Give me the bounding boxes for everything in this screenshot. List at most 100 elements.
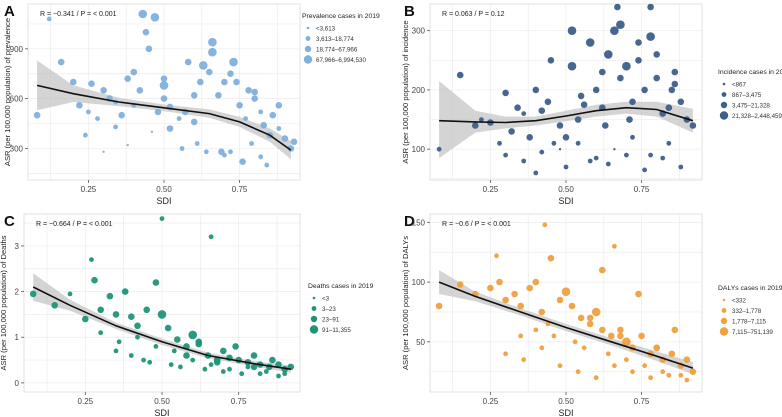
y-tick-label: 50 xyxy=(416,338,425,347)
data-point xyxy=(502,296,509,304)
data-point xyxy=(228,149,233,155)
data-point xyxy=(239,158,246,165)
data-point xyxy=(668,350,676,358)
data-point xyxy=(622,61,631,71)
legend-item-label: 67,966–6,994,530 xyxy=(316,57,366,64)
data-point xyxy=(126,143,129,147)
panel-a: A 0.25 0.50 0.75 300 600 900 SDI ASR (per 100,00… xyxy=(3,3,380,206)
data-point xyxy=(539,149,545,155)
legend-item-label: 91–11,355 xyxy=(322,327,351,334)
data-point xyxy=(542,222,548,228)
legend-item-label: 3,475–21,328 xyxy=(732,102,770,109)
data-point xyxy=(154,108,162,116)
data-point xyxy=(197,78,204,86)
data-point xyxy=(472,122,479,129)
data-point xyxy=(577,314,585,322)
data-point xyxy=(208,234,214,240)
y-tick-label: 900 xyxy=(10,45,24,54)
data-point xyxy=(626,116,633,123)
data-points xyxy=(29,216,295,379)
x-tick-label: 0.75 xyxy=(231,397,247,406)
data-point xyxy=(245,364,251,370)
data-point xyxy=(70,78,77,86)
legend-swatch xyxy=(305,36,311,41)
data-point xyxy=(82,315,89,323)
legend-swatch xyxy=(306,26,310,30)
data-point xyxy=(599,68,606,76)
data-point xyxy=(147,359,153,365)
legend-swatch xyxy=(719,111,729,120)
data-point xyxy=(533,327,539,333)
data-point xyxy=(113,124,118,130)
x-axis-label: SDI xyxy=(558,408,573,417)
x-tick-label: 0.75 xyxy=(634,397,650,406)
x-tick-label: 0.75 xyxy=(232,185,248,194)
data-point xyxy=(665,104,673,111)
data-point xyxy=(157,310,167,319)
data-point xyxy=(51,302,58,309)
data-point xyxy=(577,92,585,100)
data-point xyxy=(586,314,594,322)
data-point xyxy=(503,351,508,357)
legend-title: DALYs cases in 2019 xyxy=(718,285,782,292)
data-point xyxy=(533,170,539,176)
data-point xyxy=(660,369,666,375)
stats-annotation: R = −0.341 / P = < 0.001 xyxy=(40,11,117,18)
legend-item-label: 21,328–2,448,459 xyxy=(732,113,782,120)
data-point xyxy=(586,320,594,328)
legend: DALYs cases in 2019 <332 332–1,778 1,778–7,… xyxy=(718,285,782,336)
data-point xyxy=(593,375,599,381)
data-point xyxy=(617,326,624,334)
data-point xyxy=(532,278,540,286)
data-point xyxy=(91,276,98,284)
x-tick-label: 0.25 xyxy=(483,397,499,406)
data-point xyxy=(678,372,684,378)
y-tick-label: 100 xyxy=(412,278,426,287)
data-point xyxy=(683,356,691,364)
data-point xyxy=(121,288,129,295)
legend-swatch xyxy=(304,45,312,53)
data-point xyxy=(236,102,243,109)
data-point xyxy=(136,87,144,94)
panel-c: C 0.25 0.50 0.75 0 1 2 3 SDI ASR (per 100,000 pop… xyxy=(0,213,374,417)
trend-line xyxy=(36,84,292,151)
legend-swatch xyxy=(303,55,313,64)
legend-title: Deaths cases in 2019 xyxy=(308,283,374,290)
data-point xyxy=(208,37,217,47)
data-point xyxy=(514,104,521,111)
data-point xyxy=(660,155,666,161)
data-point xyxy=(517,302,524,310)
legend: Incidence cases in 2019 <867 867–3,475 3,47… xyxy=(718,69,782,120)
data-point xyxy=(239,371,245,377)
data-point xyxy=(544,98,552,106)
data-point xyxy=(188,330,197,340)
data-point xyxy=(599,326,606,334)
data-point xyxy=(208,362,214,367)
data-point xyxy=(276,126,282,131)
x-axis-label: SDI xyxy=(558,196,573,206)
data-point xyxy=(221,78,228,86)
panel-letter: A xyxy=(4,3,15,20)
legend-swatch xyxy=(721,308,727,313)
data-point xyxy=(33,111,41,119)
legend-swatch xyxy=(722,298,726,302)
data-point xyxy=(572,339,578,345)
legend-swatch xyxy=(312,296,316,300)
data-point xyxy=(574,116,582,123)
data-point xyxy=(605,161,611,167)
data-point xyxy=(648,152,653,158)
data-point xyxy=(220,347,227,355)
data-point xyxy=(269,111,277,119)
data-point xyxy=(202,366,208,372)
data-point xyxy=(511,290,518,298)
data-point xyxy=(587,158,593,164)
data-point xyxy=(624,152,629,158)
data-point xyxy=(130,68,138,76)
data-point xyxy=(526,134,533,141)
gridlines xyxy=(430,4,702,180)
x-tick-label: 0.50 xyxy=(154,397,170,406)
y-tick-label: 0 xyxy=(15,379,20,388)
data-point xyxy=(671,326,679,334)
y-axis-label: ASR (per 100,000 population) of Deaths xyxy=(0,235,8,370)
data-point xyxy=(630,134,635,140)
